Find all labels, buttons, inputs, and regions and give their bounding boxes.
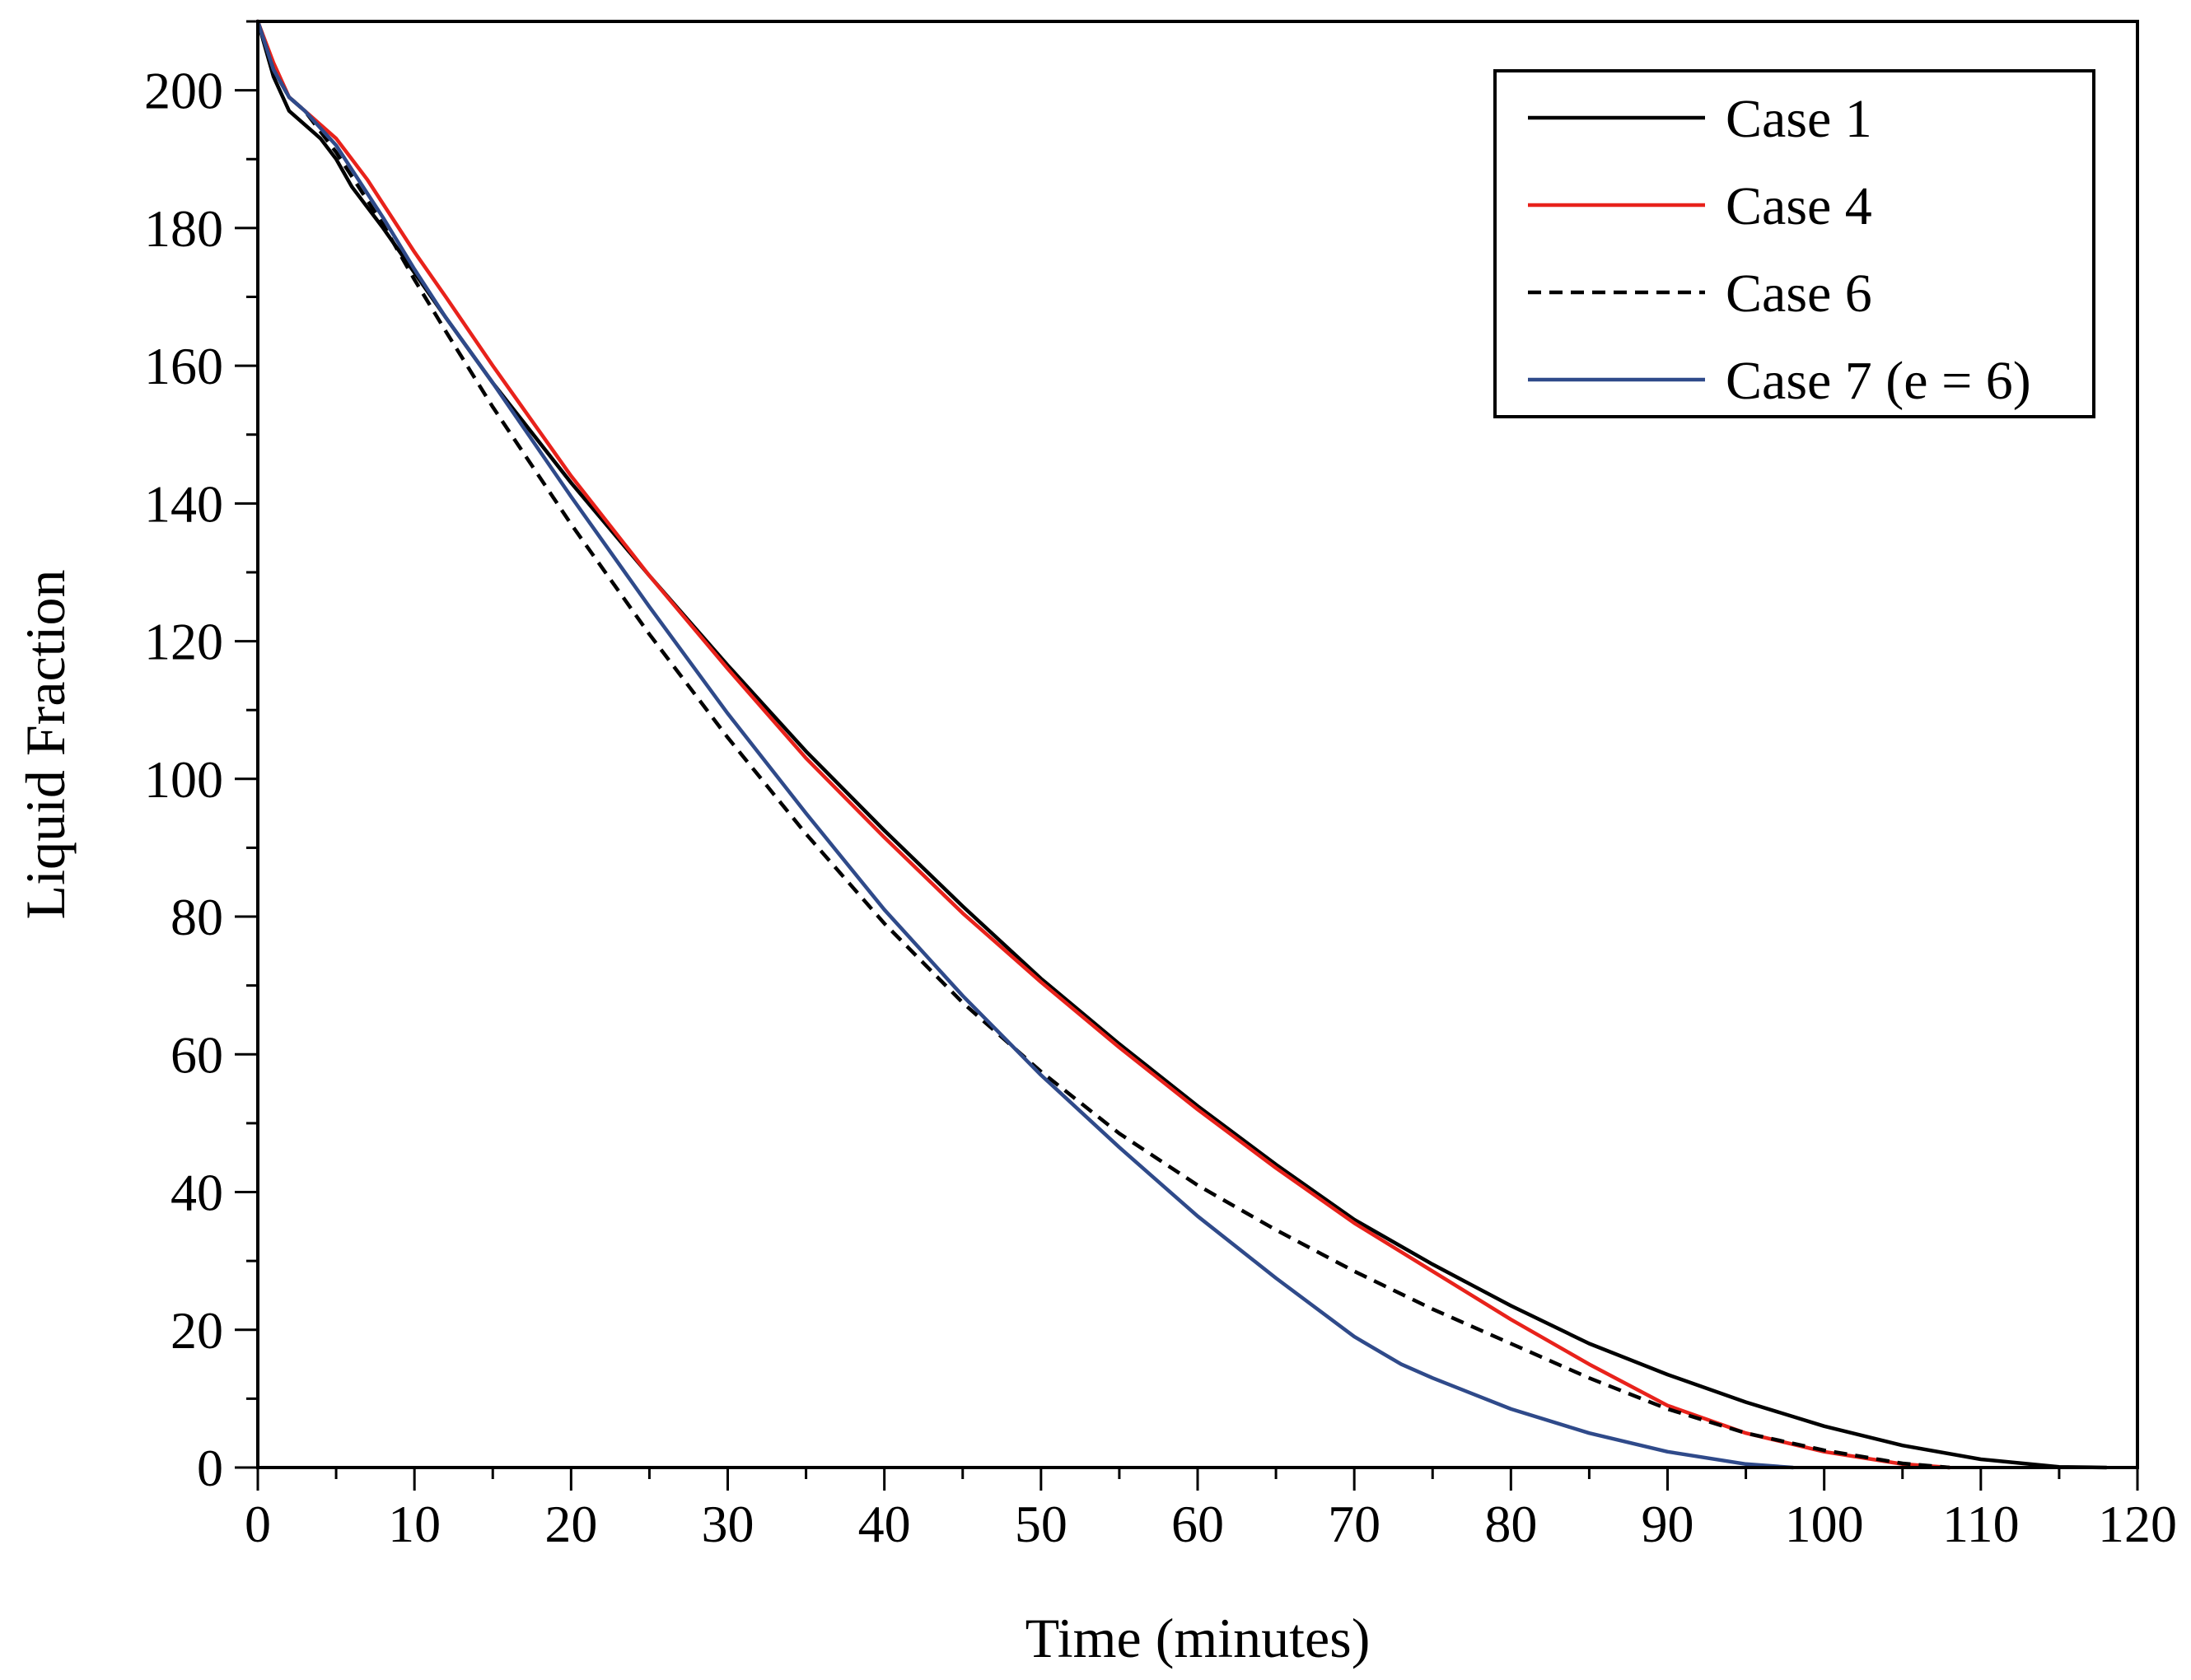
y-tick-label: 0 [197,1439,223,1497]
x-tick-label: 20 [544,1495,597,1553]
x-tick-label: 100 [1785,1495,1864,1553]
legend-label: Case 1 [1726,89,1872,149]
x-tick-label: 40 [858,1495,911,1553]
legend-box [1493,69,2095,418]
y-tick-label: 160 [144,337,223,395]
plot-area-frame [256,20,2139,1469]
x-tick-label: 50 [1015,1495,1067,1553]
x-tick-label: 110 [1942,1495,2020,1553]
y-tick-label: 120 [144,613,223,671]
x-tick-label: 10 [388,1495,441,1553]
series-line-case-6 [255,21,1950,1470]
series-line-case-4 [255,19,1952,1470]
x-tick-label: 90 [1642,1495,1694,1553]
y-tick-label: 100 [144,750,223,809]
y-axis-title: Liquid Fraction [14,570,77,920]
x-tick-label: 120 [2098,1495,2177,1553]
x-tick-label: 0 [245,1495,271,1553]
y-tick-label: 40 [171,1164,223,1222]
x-tick-label: 60 [1171,1495,1224,1553]
y-tick-label: 60 [171,1025,223,1084]
y-tick-label: 20 [171,1301,223,1360]
legend-label: Case 6 [1726,264,1872,324]
legend: Case 1 Case 4 Case 6 Case 7 (e = 6) [1493,69,2095,418]
x-tick-label: 80 [1484,1495,1537,1553]
y-tick-label: 80 [171,888,223,946]
series-line-case-1 [255,19,2109,1470]
x-tick-label: 30 [702,1495,754,1553]
series-line-case-7-e-6 [255,19,1795,1470]
series-lines [255,19,2109,1470]
x-axis-title: Time (minutes) [1025,1607,1371,1669]
axis-ticks: 0 10 20 30 40 50 60 70 80 90 100 110 120 0 20 40 60 80 100… [144,20,2177,1553]
y-tick-label: 200 [144,62,223,120]
legend-label: Case 4 [1726,176,1872,236]
x-tick-label: 70 [1328,1495,1380,1553]
y-tick-label: 140 [144,474,223,533]
legend-label: Case 7 (e = 6) [1726,351,2031,411]
y-tick-label: 180 [144,199,223,258]
